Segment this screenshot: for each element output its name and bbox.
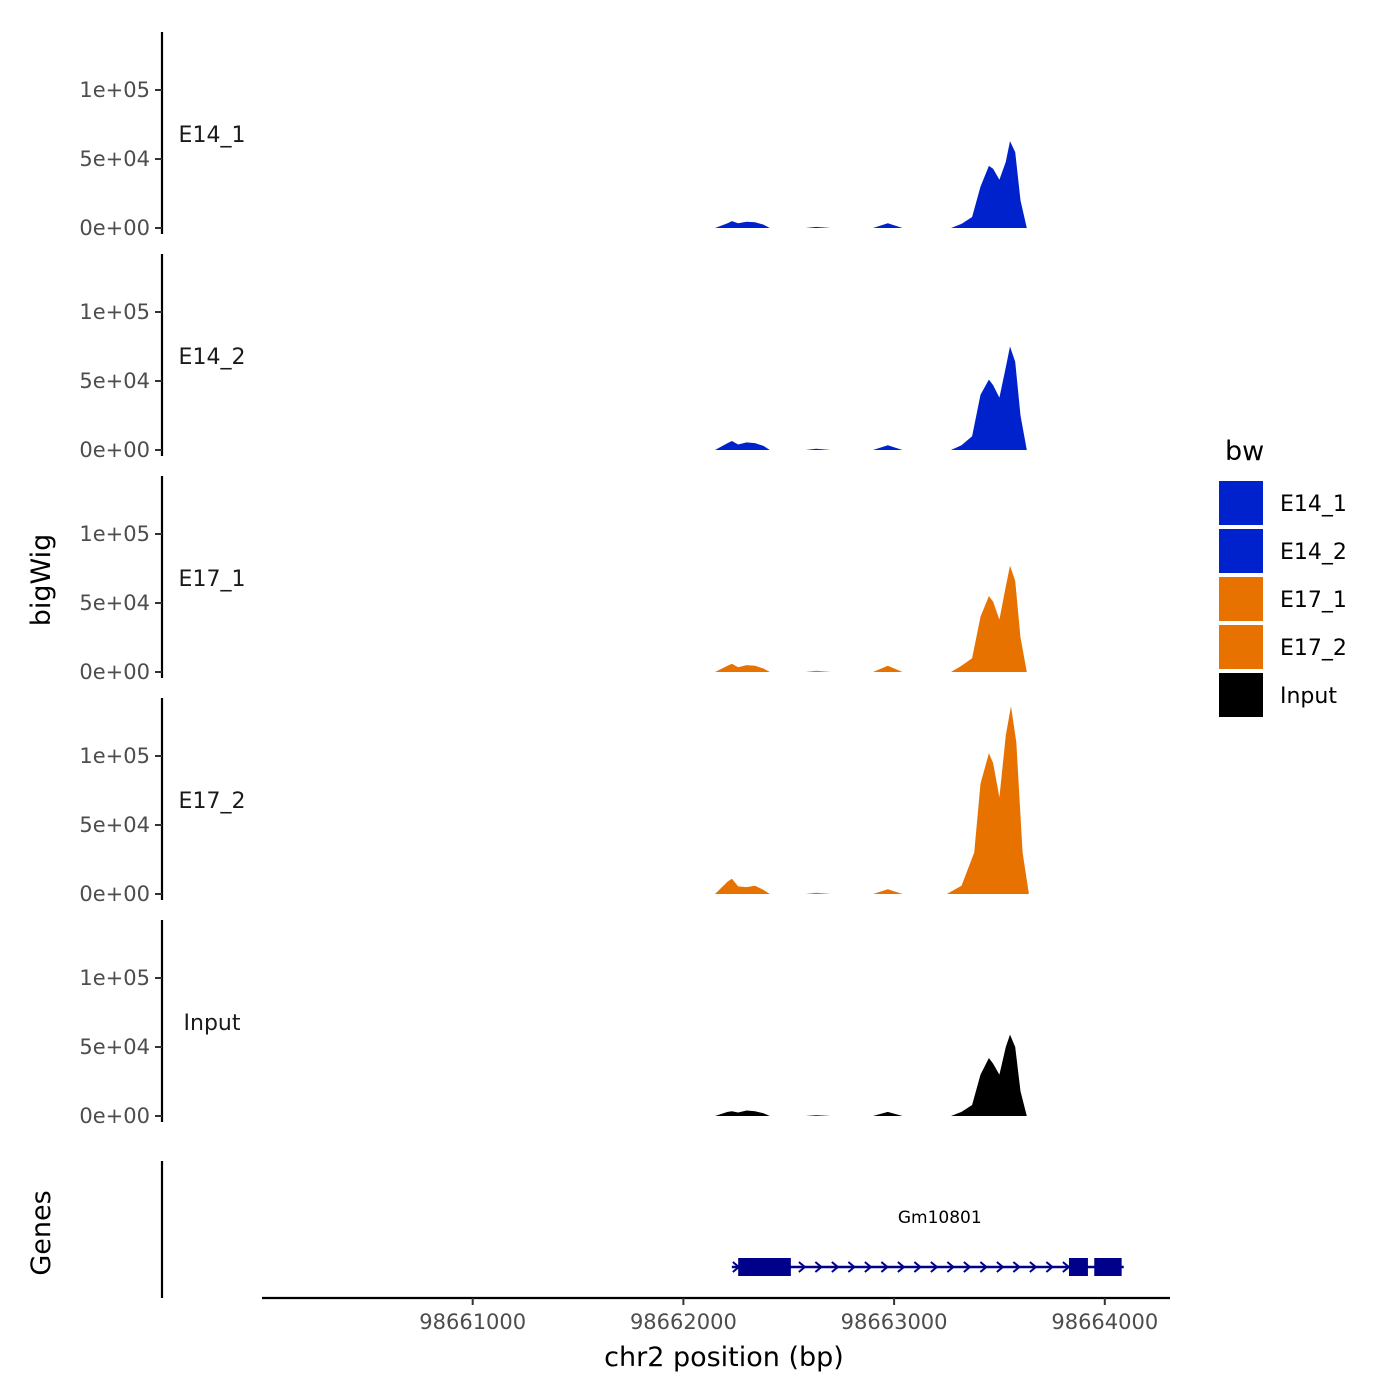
x-tick-label: 98661000: [419, 1310, 526, 1334]
x-tick-label: 98664000: [1051, 1310, 1158, 1334]
strand-chevron: [847, 1261, 856, 1273]
x-axis: 98661000 98662000 98663000 98664000: [262, 1296, 1170, 1334]
y-tick-label: 1e+05: [79, 300, 150, 324]
track-panel-e14_1: 0e+00 5e+04 1e+05 E14_1: [79, 32, 1027, 240]
coverage-area-input: [715, 1034, 1027, 1116]
legend-label-e14_2: E14_2: [1280, 540, 1347, 565]
strand-chevron: [963, 1261, 972, 1273]
strand-chevron: [1062, 1261, 1071, 1273]
y-tick-label: 1e+05: [79, 522, 150, 546]
track-label-e17_2: E17_2: [179, 789, 246, 814]
y-tick-label: 0e+00: [79, 882, 150, 906]
x-axis-title: chr2 position (bp): [604, 1342, 844, 1373]
strand-chevron: [1029, 1261, 1038, 1273]
gene-exon: [1068, 1258, 1088, 1276]
strand-chevron: [814, 1261, 823, 1273]
track-label-input: Input: [184, 1011, 241, 1036]
x-tick-label: 98663000: [841, 1310, 948, 1334]
track-panels: 0e+00 5e+04 1e+05 E14_1 0e+00 5e+04 1e+05 E14_2…: [79, 32, 1029, 1128]
genes-axis-title: Genes: [26, 1190, 57, 1275]
strand-chevron: [979, 1261, 988, 1273]
y-tick-label: 5e+04: [79, 813, 150, 837]
y-tick-label: 0e+00: [79, 660, 150, 684]
x-tick-label: 98662000: [630, 1310, 737, 1334]
y-tick-label: 5e+04: [79, 591, 150, 615]
y-tick-label: 1e+05: [79, 78, 150, 102]
strand-chevron: [996, 1261, 1005, 1273]
legend-label-e17_1: E17_1: [1280, 588, 1347, 613]
strand-chevron: [798, 1261, 807, 1273]
gene-exon: [738, 1258, 791, 1276]
track-label-e17_1: E17_1: [179, 567, 246, 592]
legend-key-e17_2: [1219, 625, 1263, 669]
y-tick-label: 0e+00: [79, 1104, 150, 1128]
gene-exon: [1094, 1258, 1122, 1276]
legend-key-input: [1219, 673, 1263, 717]
y-tick-label: 0e+00: [79, 438, 150, 462]
strand-chevron: [913, 1261, 922, 1273]
y-tick-label: 0e+00: [79, 216, 150, 240]
strand-chevron: [1012, 1261, 1021, 1273]
y-tick-label: 5e+04: [79, 1035, 150, 1059]
legend-label-input: Input: [1280, 684, 1337, 709]
strand-chevron: [831, 1261, 840, 1273]
y-tick-label: 5e+04: [79, 369, 150, 393]
gene-name-label: Gm10801: [898, 1208, 982, 1228]
track-panel-e17_1: 0e+00 5e+04 1e+05 E17_1: [79, 476, 1027, 684]
strand-chevron: [880, 1261, 889, 1273]
y-tick-label: 1e+05: [79, 966, 150, 990]
track-panel-e17_2: 0e+00 5e+04 1e+05 E17_2: [79, 698, 1029, 906]
gene-track-panel: Gm10801: [160, 1161, 1124, 1298]
strand-chevron: [930, 1261, 939, 1273]
gene-gm10801: Gm10801: [731, 1208, 1124, 1276]
legend-key-e17_1: [1219, 577, 1263, 621]
track-label-e14_2: E14_2: [179, 345, 246, 370]
legend-label-e14_1: E14_1: [1280, 492, 1347, 517]
legend-key-e14_2: [1219, 529, 1263, 573]
strand-chevron: [897, 1261, 906, 1273]
coverage-area-e17_1: [715, 565, 1027, 672]
coverage-area-e17_2: [715, 706, 1029, 894]
legend: bw E14_1 E14_2 E17_1 E17_2 Input: [1219, 436, 1347, 717]
strand-chevron: [946, 1261, 955, 1273]
y-axis-title: bigWig: [26, 534, 57, 627]
track-label-e14_1: E14_1: [179, 123, 246, 148]
y-tick-label: 5e+04: [79, 147, 150, 171]
track-panel-e14_2: 0e+00 5e+04 1e+05 E14_2: [79, 254, 1027, 462]
track-panel-input: 0e+00 5e+04 1e+05 Input: [79, 920, 1027, 1128]
legend-key-e14_1: [1219, 481, 1263, 525]
strand-chevron: [864, 1261, 873, 1273]
legend-title: bw: [1225, 436, 1264, 467]
coverage-area-e14_2: [715, 346, 1027, 450]
y-tick-label: 1e+05: [79, 744, 150, 768]
coverage-area-e14_1: [715, 141, 1027, 228]
legend-label-e17_2: E17_2: [1280, 636, 1347, 661]
strand-chevron: [1045, 1261, 1054, 1273]
